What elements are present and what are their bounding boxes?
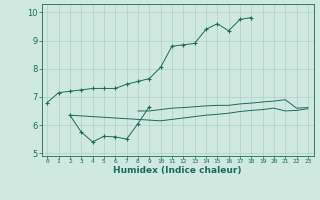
- X-axis label: Humidex (Indice chaleur): Humidex (Indice chaleur): [113, 166, 242, 175]
